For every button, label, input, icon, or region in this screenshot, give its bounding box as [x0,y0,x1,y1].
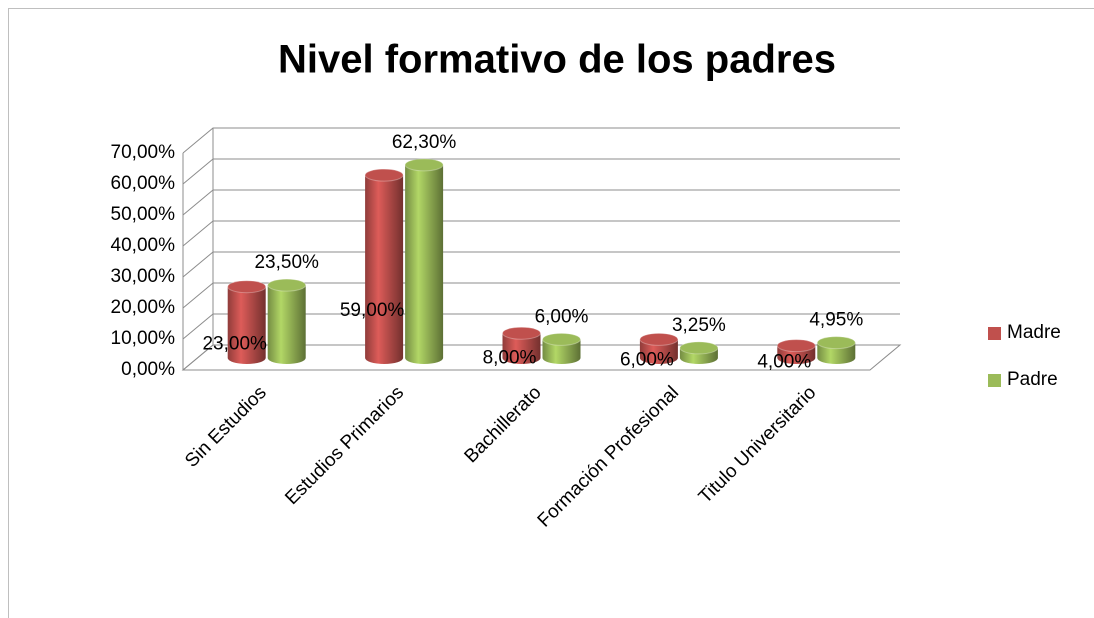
x-tick-label: Sin Estudios [181,382,271,472]
grid-line [182,189,900,216]
y-tick-label: 50,00% [111,204,176,225]
data-label: 62,30% [392,132,457,153]
grid-line [182,127,900,154]
bar-top [267,278,307,292]
grid-line [182,251,900,278]
data-label: 8,00% [483,348,537,369]
chart-border [8,8,1094,618]
legend-label: Padre [1007,369,1058,390]
legend-swatch [988,374,1001,387]
bar-top [679,341,719,355]
y-tick-label: 10,00% [111,328,176,349]
x-tick-label: Bachillerato [461,382,546,467]
bar [776,339,816,364]
bar [227,280,267,364]
y-tick-label: 40,00% [111,235,176,256]
data-label: 4,00% [757,351,811,372]
bar [364,168,404,364]
bar-body [227,286,266,364]
bar-body [405,164,444,364]
legend-swatch [988,327,1001,340]
bar [816,336,856,364]
grid-line [182,220,900,247]
bar-top [404,158,444,172]
bar-body [267,285,306,364]
bar [267,278,307,364]
data-label: 6,00% [535,306,589,327]
bar [542,332,581,364]
bar [679,341,719,364]
bar-body [365,175,404,364]
data-label: 23,50% [254,252,319,273]
data-label: 4,95% [809,310,863,331]
bar-body [817,342,856,364]
y-tick-label: 70,00% [111,142,176,163]
bar-top [542,332,581,346]
legend-label: Madre [1007,322,1061,343]
y-tick-label: 20,00% [111,297,176,318]
bar-body [542,339,581,364]
grid-line [182,158,900,185]
x-tick-label: Estudios Primarios [281,382,408,509]
bar-top [502,326,541,340]
y-tick-label: 0,00% [121,359,175,380]
bar-top [776,339,816,353]
bar [404,158,444,364]
data-label: 59,00% [340,300,405,321]
bar [639,332,679,364]
bar-body [502,333,541,364]
data-label: 3,25% [672,315,726,336]
y-tick-label: 30,00% [111,266,176,287]
bar [502,326,541,364]
data-label: 23,00% [202,334,267,355]
bar-top [227,280,267,294]
chart-title: Nivel formativo de los padres [278,38,836,82]
data-label: 6,00% [620,349,674,370]
bar-top [364,168,404,182]
grid-line [182,282,900,309]
bar-top [816,336,856,350]
bar-body [639,339,678,364]
x-tick-label: Titulo Universitario [695,382,821,508]
y-tick-label: 60,00% [111,173,176,194]
bar-top [639,332,679,346]
x-tick-label: Formación Profesional [534,382,683,531]
grid-line [182,313,900,340]
